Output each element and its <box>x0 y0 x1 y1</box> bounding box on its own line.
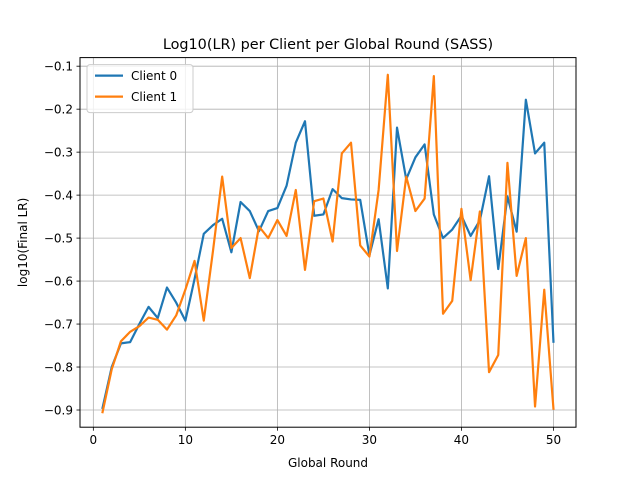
legend: Client 0 Client 1 <box>86 64 194 114</box>
grid-lines <box>80 57 576 428</box>
series-line-client-0 <box>101 98 555 410</box>
x-tick-label: 40 <box>454 433 469 447</box>
y-tick-label: −0.1 <box>44 59 73 73</box>
series-line-client-1 <box>101 73 555 414</box>
y-axis-label: log10(Final LR) <box>16 198 30 287</box>
series-layer <box>101 73 555 414</box>
y-tick-label: −0.9 <box>44 403 73 417</box>
y-tick-label: −0.6 <box>44 274 73 288</box>
x-axis-label: Global Round <box>288 456 368 470</box>
plot-frame <box>79 57 577 428</box>
legend-label-client-1: Client 1 <box>131 90 177 104</box>
y-tick-label: −0.5 <box>44 231 73 245</box>
axis-ticks: 0 10 20 30 40 50 −0.9 −0.8 −0.7 −0.6 −0.5 −0.4 −0.3 −… <box>44 59 561 447</box>
y-tick-label: −0.2 <box>44 102 73 116</box>
chart-title: Log10(LR) per Client per Global Round (S… <box>163 37 493 53</box>
y-tick-label: −0.4 <box>44 188 73 202</box>
x-tick-label: 20 <box>270 433 285 447</box>
y-tick-label: −0.3 <box>44 145 73 159</box>
y-tick-label: −0.7 <box>44 317 73 331</box>
x-tick-label: 30 <box>362 433 377 447</box>
x-tick-label: 10 <box>178 433 193 447</box>
y-tick-label: −0.8 <box>44 360 73 374</box>
x-tick-label: 50 <box>546 433 561 447</box>
legend-label-client-0: Client 0 <box>131 69 177 83</box>
x-tick-label: 0 <box>90 433 98 447</box>
